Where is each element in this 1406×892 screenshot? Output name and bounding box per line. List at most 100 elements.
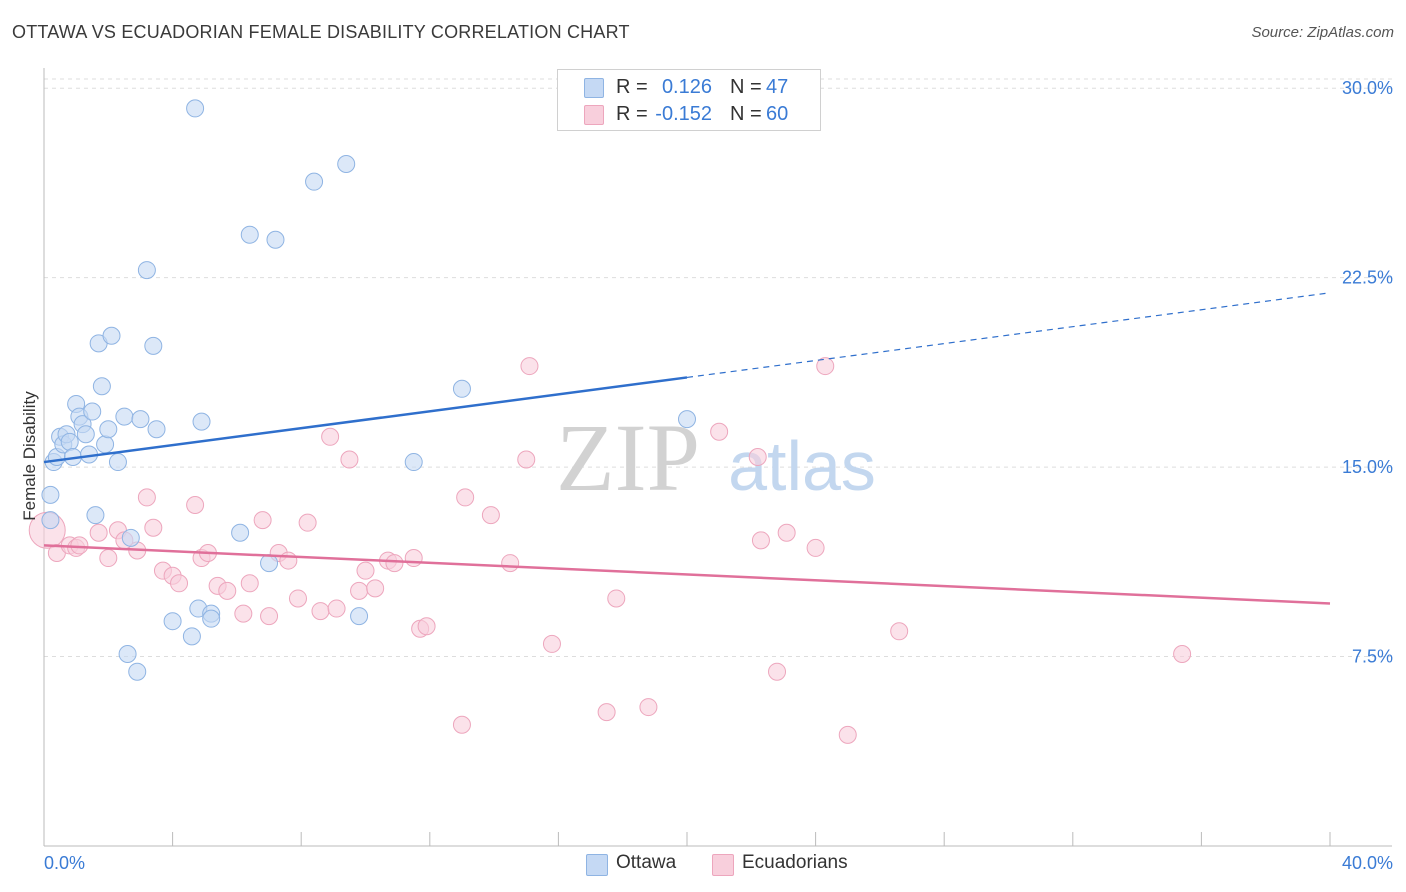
- ecuadorians-point[interactable]: [639, 698, 658, 717]
- ecuadorians-point[interactable]: [240, 574, 259, 593]
- ecuadorians-point[interactable]: [350, 581, 369, 600]
- ottawa-point[interactable]: [452, 379, 471, 398]
- axes: [43, 68, 1392, 847]
- ecuadorians-point[interactable]: [70, 536, 89, 555]
- ottawa-point[interactable]: [76, 425, 95, 444]
- ottawa-point[interactable]: [404, 453, 423, 472]
- ottawa-point[interactable]: [86, 506, 105, 525]
- r-value: -0.152: [655, 103, 712, 125]
- ottawa-point[interactable]: [678, 410, 696, 429]
- ecuadorians-point[interactable]: [481, 506, 500, 525]
- ecuadorians-point[interactable]: [768, 662, 787, 681]
- y-tick-label: 30.0%: [1342, 78, 1393, 98]
- ottawa-point[interactable]: [260, 554, 279, 573]
- ottawa-point[interactable]: [41, 511, 60, 530]
- y-tick-labels: 7.5% 15.0% 22.5% 30.0%: [1342, 78, 1393, 666]
- ottawa-point[interactable]: [99, 420, 118, 439]
- ecuadorians-point[interactable]: [144, 518, 163, 537]
- ecuadorians-point[interactable]: [298, 513, 317, 532]
- ottawa-point[interactable]: [305, 172, 324, 191]
- x-tick-labels: 0.0% 40.0%: [44, 853, 1393, 873]
- ecuadorians-point[interactable]: [404, 549, 423, 568]
- ecuadorians-point[interactable]: [597, 703, 616, 722]
- n-value: 60: [766, 103, 789, 125]
- ecuadorians-point[interactable]: [99, 549, 118, 568]
- ecuadorians-point[interactable]: [1173, 645, 1192, 664]
- ottawa-point[interactable]: [240, 225, 259, 244]
- grid-lines: [44, 78, 1392, 658]
- ecuadorians-point[interactable]: [816, 357, 835, 376]
- ottawa-trend-line: [43, 376, 688, 464]
- ecuadorians-point[interactable]: [748, 448, 767, 466]
- legend-row-ecuadorians: R = -0.152 N = 60: [558, 101, 820, 127]
- ottawa-point[interactable]: [163, 612, 182, 631]
- ecuadorians-point[interactable]: [366, 579, 385, 598]
- ottawa-points: [41, 99, 696, 681]
- ottawa-point[interactable]: [337, 154, 356, 173]
- ottawa-point[interactable]: [202, 609, 221, 628]
- ecuadorians-point[interactable]: [218, 581, 237, 600]
- ecuadorians-point[interactable]: [260, 607, 279, 626]
- ecuadorians-point[interactable]: [253, 511, 272, 530]
- ottawa-point[interactable]: [115, 407, 134, 426]
- ottawa-point[interactable]: [92, 377, 111, 396]
- legend-label: Ottawa: [616, 852, 677, 873]
- ecuadorians-point[interactable]: [288, 589, 307, 608]
- ecuadorians-point[interactable]: [520, 357, 539, 376]
- ottawa-point[interactable]: [147, 420, 166, 439]
- ecuadorians-point[interactable]: [340, 450, 359, 469]
- source-label: Source: ZipAtlas.com: [1251, 24, 1394, 41]
- ottawa-point[interactable]: [137, 261, 156, 280]
- ecuadorians-point[interactable]: [356, 561, 375, 580]
- ecuadorians-point[interactable]: [501, 554, 520, 573]
- ottawa-point[interactable]: [231, 523, 250, 542]
- ecuadorians-point[interactable]: [456, 488, 475, 507]
- series-legend: Ottawa Ecuadorians: [0, 852, 1406, 878]
- ottawa-point[interactable]: [350, 607, 369, 626]
- ecuadorians-point[interactable]: [452, 715, 471, 734]
- ottawa-point[interactable]: [121, 528, 140, 547]
- ottawa-swatch: [584, 78, 604, 98]
- ecuadorians-point[interactable]: [542, 634, 561, 653]
- ottawa-point[interactable]: [182, 627, 201, 646]
- ecuadorians-point[interactable]: [279, 551, 298, 570]
- ecuadorians-point[interactable]: [311, 602, 330, 621]
- ecuadorians-point[interactable]: [806, 538, 825, 557]
- ecuadorians-point[interactable]: [607, 589, 626, 608]
- ottawa-point[interactable]: [186, 99, 205, 118]
- ottawa-point[interactable]: [60, 432, 79, 451]
- ecuadorians-point[interactable]: [186, 495, 205, 514]
- ottawa-point[interactable]: [128, 662, 147, 681]
- ecuadorians-point[interactable]: [751, 531, 770, 550]
- ecuadorians-point[interactable]: [170, 574, 189, 593]
- ottawa-point[interactable]: [192, 412, 211, 431]
- y-axis-label: Female Disability: [20, 391, 39, 521]
- ottawa-point[interactable]: [83, 402, 102, 421]
- ottawa-point[interactable]: [118, 645, 137, 664]
- ecuadorians-point[interactable]: [234, 604, 253, 623]
- ottawa-point[interactable]: [102, 326, 121, 345]
- ecuadorians-point[interactable]: [777, 523, 796, 542]
- ottawa-point[interactable]: [108, 453, 127, 472]
- ottawa-point[interactable]: [96, 435, 115, 454]
- y-tick-label: 22.5%: [1342, 268, 1393, 288]
- ecuadorians-point[interactable]: [89, 523, 108, 542]
- ecuadorians-point[interactable]: [517, 450, 536, 469]
- ecuadorians-point[interactable]: [417, 617, 436, 636]
- ecuadorians-point[interactable]: [137, 488, 156, 507]
- ecuadorians-point[interactable]: [327, 599, 346, 618]
- ecuadorians-swatch: [712, 854, 734, 876]
- ecuadorians-point[interactable]: [838, 725, 857, 744]
- ecuadorians-point[interactable]: [321, 427, 340, 446]
- r-label: R =: [616, 76, 648, 98]
- ecuadorians-point[interactable]: [385, 554, 404, 573]
- ecuadorians-trend-line: [43, 544, 1331, 605]
- ottawa-point[interactable]: [131, 410, 150, 429]
- ottawa-point[interactable]: [41, 485, 60, 504]
- ottawa-point[interactable]: [144, 336, 163, 355]
- ecuadorians-point[interactable]: [890, 622, 909, 641]
- ecuadorians-point[interactable]: [710, 422, 729, 441]
- ottawa-point[interactable]: [266, 230, 285, 249]
- watermark: ZIP atlas: [556, 404, 876, 511]
